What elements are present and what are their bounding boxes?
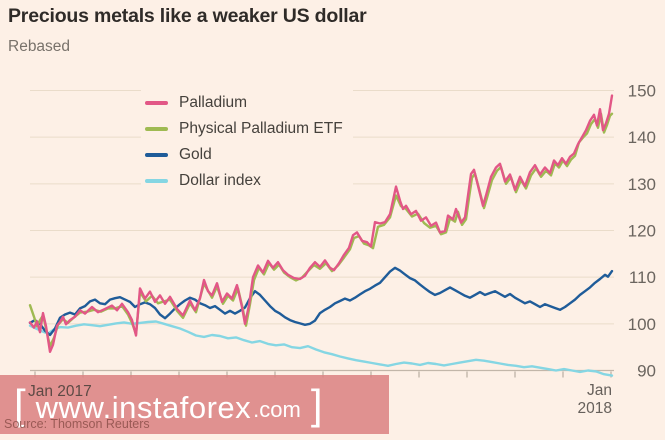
- legend-swatch: [145, 101, 168, 105]
- series-line-palladium: [28, 94, 614, 353]
- series-line-dollar-index: [28, 320, 614, 377]
- x-axis-label-jan-2017: Jan 2017: [28, 383, 92, 400]
- y-tick-label-100: 100: [628, 315, 656, 334]
- legend-label: Physical Palladium ETF: [179, 120, 343, 137]
- legend-label: Dollar index: [179, 172, 261, 189]
- legend-item-physical-palladium-etf: Physical Palladium ETF: [145, 116, 343, 142]
- y-tick-label-120: 120: [628, 222, 656, 241]
- y-tick-label-90: 90: [637, 362, 656, 381]
- chart-title: Precious metals like a weaker US dollar: [8, 5, 367, 27]
- watermark-url-suffix: .com: [253, 396, 301, 422]
- y-tick-label-150: 150: [628, 82, 656, 101]
- x-axis-label-2018: 2018: [577, 400, 612, 417]
- legend-swatch: [145, 127, 168, 131]
- legend-swatch: [145, 179, 168, 183]
- source-attribution: Source: Thomson Reuters: [4, 417, 150, 431]
- instaforex-watermark: [ www.instaforex .com ]: [14, 375, 323, 434]
- x-axis-label-jan-2018: Jan 2018: [578, 382, 612, 418]
- legend-item-gold: Gold: [145, 142, 343, 168]
- watermark-bracket-left: [: [14, 381, 26, 428]
- legend-swatch: [145, 153, 168, 157]
- chart-subtitle: Rebased: [8, 38, 71, 55]
- x-axis-label-jan: Jan: [587, 382, 612, 399]
- y-tick-label-130: 130: [628, 175, 656, 194]
- series-line-gold: [28, 266, 614, 337]
- legend-label: Gold: [179, 146, 212, 163]
- watermark-banner: [ www.instaforex .com ] Source: Thomson …: [0, 375, 389, 434]
- legend-label: Palladium: [179, 94, 248, 111]
- legend-item-dollar-index: Dollar index: [145, 168, 343, 194]
- chart-legend: Palladium Physical Palladium ETF Gold Dolla…: [141, 88, 353, 196]
- watermark-url-text: www.instaforex: [35, 389, 252, 425]
- legend-item-palladium: Palladium: [145, 90, 343, 116]
- y-tick-label-140: 140: [628, 128, 656, 147]
- watermark-bracket-right: ]: [310, 381, 323, 428]
- y-tick-label-110: 110: [629, 268, 656, 287]
